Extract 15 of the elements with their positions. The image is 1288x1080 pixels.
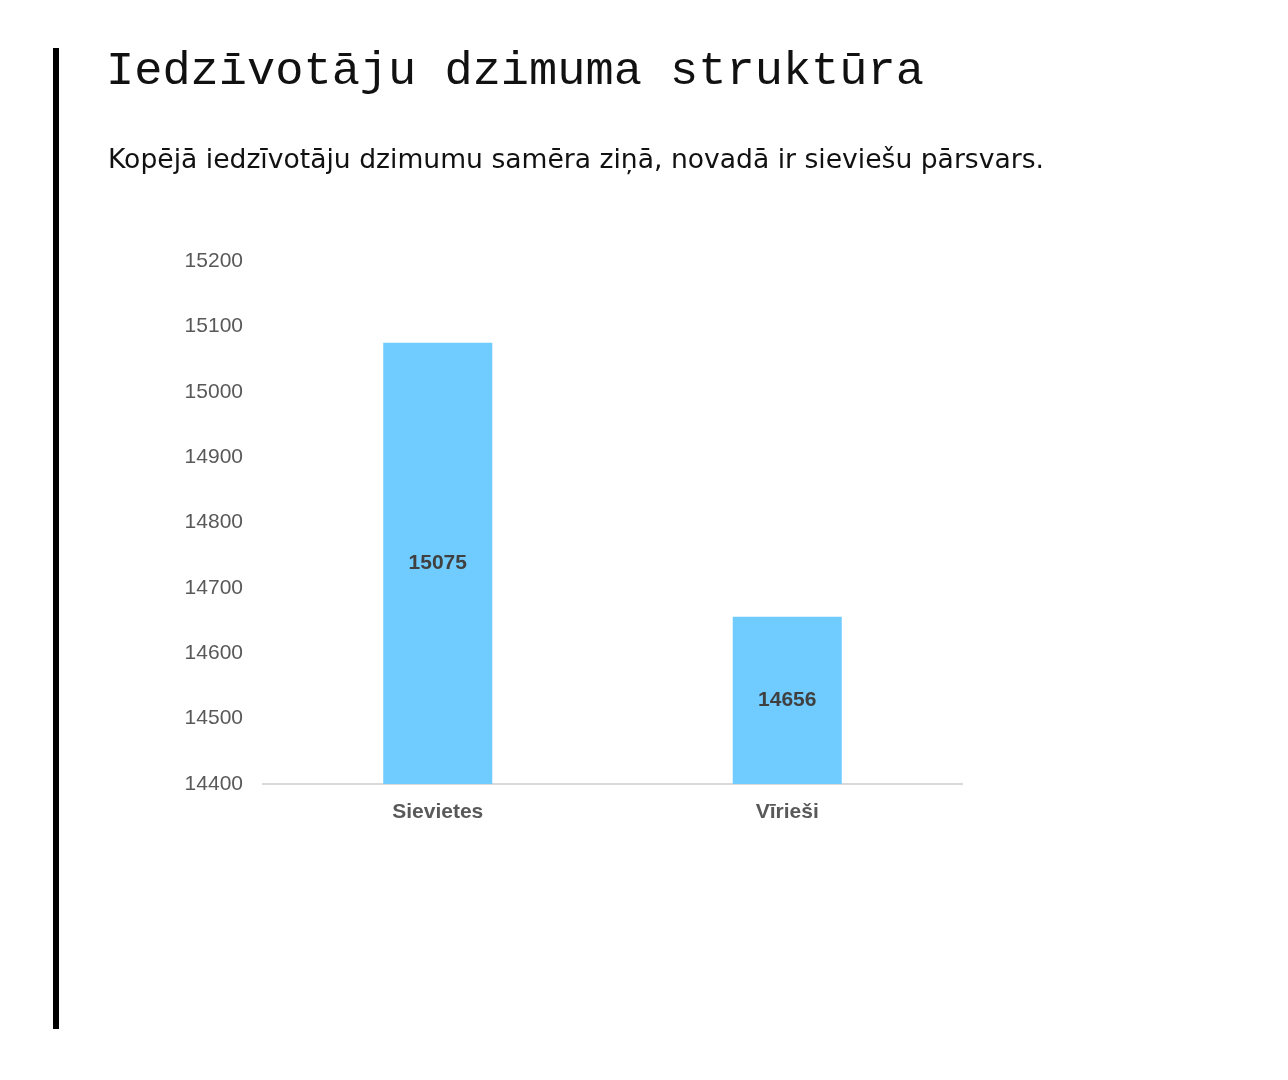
y-tick-label: 15100 [184,313,243,337]
y-tick-label: 14800 [184,509,243,533]
y-tick-label: 14400 [184,770,243,794]
data-label: 15075 [408,550,468,574]
x-tick-label: Vīrieši [755,799,819,823]
chart-title: Iedzīvotāju dzimuma struktūra [106,44,924,100]
y-tick-label: 14900 [184,443,243,467]
y-tick-label: 14600 [184,640,243,664]
chart-subtitle: Kopējā iedzīvotāju dzimumu samēra ziņā, novadā ir sieviešu pārsvars. [108,142,1044,177]
y-tick-label: 15000 [184,378,243,402]
data-label: 14656 [758,687,817,711]
y-tick-label: 15200 [184,247,243,271]
y-tick-label: 14500 [184,705,243,729]
y-tick-label: 14700 [184,574,243,598]
x-tick-label: Sievietes [392,799,484,823]
